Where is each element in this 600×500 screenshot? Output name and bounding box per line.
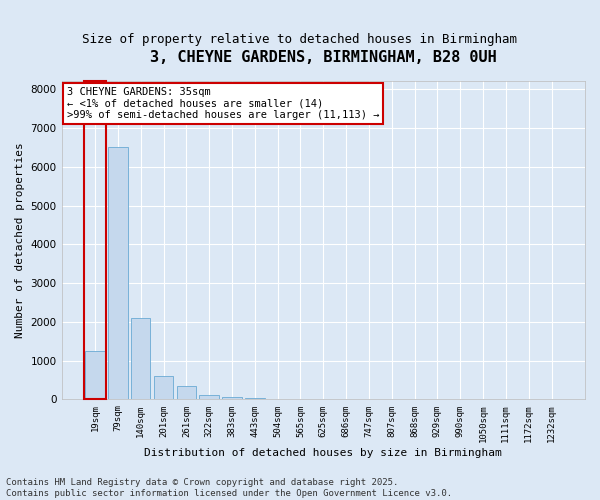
Bar xyxy=(245,398,265,400)
Title: 3, CHEYNE GARDENS, BIRMINGHAM, B28 0UH: 3, CHEYNE GARDENS, BIRMINGHAM, B28 0UH xyxy=(150,50,497,65)
X-axis label: Distribution of detached houses by size in Birmingham: Distribution of detached houses by size … xyxy=(145,448,502,458)
Bar xyxy=(108,148,128,400)
Text: Size of property relative to detached houses in Birmingham: Size of property relative to detached ho… xyxy=(83,32,517,46)
Text: 3 CHEYNE GARDENS: 35sqm
← <1% of detached houses are smaller (14)
>99% of semi-d: 3 CHEYNE GARDENS: 35sqm ← <1% of detache… xyxy=(67,87,380,120)
Bar xyxy=(154,376,173,400)
Text: Contains HM Land Registry data © Crown copyright and database right 2025.
Contai: Contains HM Land Registry data © Crown c… xyxy=(6,478,452,498)
Bar xyxy=(85,351,105,400)
Bar xyxy=(176,386,196,400)
Bar xyxy=(199,395,219,400)
Y-axis label: Number of detached properties: Number of detached properties xyxy=(15,142,25,338)
Bar xyxy=(131,318,151,400)
Bar xyxy=(222,396,242,400)
